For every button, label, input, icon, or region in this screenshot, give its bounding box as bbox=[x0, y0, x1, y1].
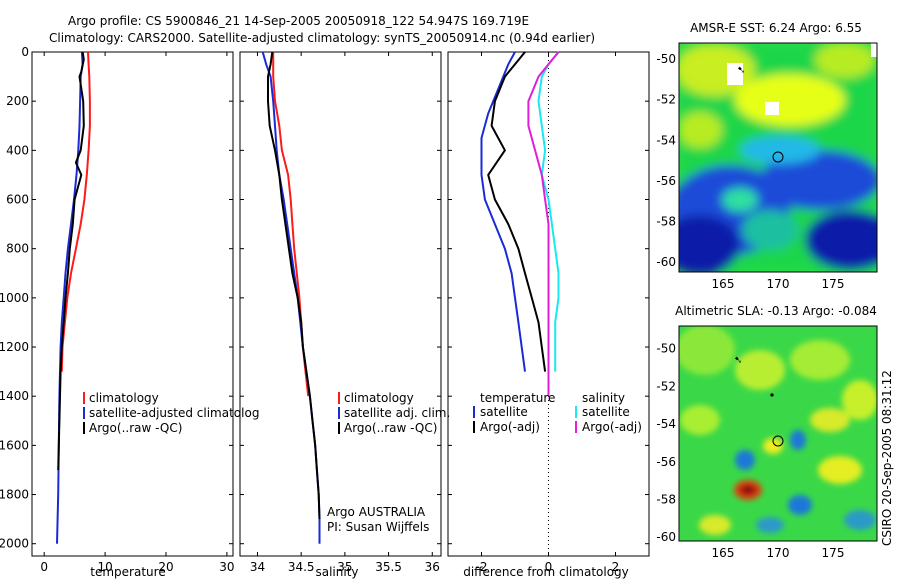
y-tick-label: 1600 bbox=[0, 438, 29, 452]
header-line1: Argo profile: CS 5900846_21 14-Sep-2005 … bbox=[68, 14, 529, 28]
legend-header-temperature: temperature bbox=[480, 391, 555, 405]
sla-dot bbox=[770, 393, 774, 397]
legend-label-temp-satellite: satellite bbox=[480, 405, 528, 419]
map-y-tick-label: -56 bbox=[656, 174, 676, 188]
x-tick-label: 36 bbox=[425, 560, 440, 574]
x-tick-label: 0 bbox=[545, 560, 553, 574]
difference-xlabel: difference from climatology bbox=[463, 565, 629, 579]
sla-map-title: Altimetric SLA: -0.13 Argo: -0.084 bbox=[675, 304, 877, 318]
x-tick-label: -2 bbox=[476, 560, 488, 574]
map-x-tick-label: 170 bbox=[767, 546, 790, 560]
map-y-tick-label: -54 bbox=[656, 133, 676, 147]
y-tick-label: 1400 bbox=[0, 389, 29, 403]
y-tick-label: 600 bbox=[6, 193, 29, 207]
map-y-tick-label: -52 bbox=[656, 379, 676, 393]
map-x-tick-label: 175 bbox=[822, 546, 845, 560]
difference-legend: temperature salinity satellite Argo(-adj… bbox=[473, 391, 642, 434]
temperature-xlabel: temperature bbox=[90, 565, 165, 579]
x-tick-label: 34.5 bbox=[288, 560, 315, 574]
series-line-temperature-satellite bbox=[480, 51, 526, 372]
annotation-pi: PI: Susan Wijffels bbox=[327, 520, 429, 534]
sla-map-image bbox=[679, 326, 877, 541]
salinity-legend: climatology satellite adj. clim. Argo(..… bbox=[327, 391, 450, 534]
x-tick-label: 34 bbox=[250, 560, 265, 574]
x-tick-label: 35 bbox=[337, 560, 352, 574]
legend-label-satellite-adjusted: satellite-adjusted climatolog bbox=[89, 406, 259, 420]
x-tick-label: 35.5 bbox=[375, 560, 402, 574]
map-y-tick-label: -50 bbox=[656, 52, 676, 66]
sst-map-image bbox=[679, 43, 877, 272]
salinity-xlabel: salinity bbox=[315, 565, 358, 579]
sla-argo-marker bbox=[772, 435, 784, 447]
sst-map-title: AMSR-E SST: 6.24 Argo: 6.55 bbox=[690, 21, 862, 35]
y-tick-label: 1200 bbox=[0, 340, 29, 354]
x-tick-label: 2 bbox=[612, 560, 620, 574]
x-tick-label: 10 bbox=[97, 560, 112, 574]
legend-label-argo: Argo(..raw -QC) bbox=[344, 421, 437, 435]
legend-label-argo: Argo(..raw -QC) bbox=[89, 421, 182, 435]
header-line2: Climatology: CARS2000. Satellite-adjuste… bbox=[49, 31, 595, 45]
map-y-tick-label: -60 bbox=[656, 530, 676, 544]
salinity-panel-frame bbox=[239, 51, 442, 557]
map-x-tick-label: 175 bbox=[822, 277, 845, 291]
map-y-tick-label: -58 bbox=[656, 214, 676, 228]
series-line-argo-raw-qc- bbox=[267, 51, 321, 520]
legend-header-salinity: salinity bbox=[582, 391, 625, 405]
temperature-legend: climatology satellite-adjusted climatolo… bbox=[83, 391, 259, 435]
series-line-satellite-adjusted-climatolog bbox=[56, 51, 84, 544]
sla-arrow-glyph: ➷ bbox=[734, 355, 742, 366]
legend-label-satellite: satellite adj. clim. bbox=[344, 406, 450, 420]
y-tick-label: 800 bbox=[6, 242, 29, 256]
series-line-salinity-satellite bbox=[537, 51, 560, 372]
y-tick-label: 1800 bbox=[0, 488, 29, 502]
series-line-salinity-argo-adj- bbox=[527, 51, 560, 397]
sst-map-frame bbox=[678, 42, 878, 273]
y-tick-label: 0 bbox=[21, 45, 29, 59]
series-line-climatology bbox=[60, 51, 91, 372]
legend-label-climatology: climatology bbox=[344, 391, 414, 405]
y-tick-label: 1000 bbox=[0, 291, 29, 305]
map-x-tick-label: 165 bbox=[712, 546, 735, 560]
temperature-panel-frame bbox=[31, 51, 234, 557]
map-x-tick-label: 170 bbox=[767, 277, 790, 291]
x-tick-label: 20 bbox=[158, 560, 173, 574]
y-tick-label: 400 bbox=[6, 143, 29, 157]
map-y-tick-label: -54 bbox=[656, 417, 676, 431]
sst-arrow-glyph: ➷ bbox=[737, 65, 745, 76]
map-x-tick-label: 165 bbox=[712, 277, 735, 291]
sst-argo-marker bbox=[772, 151, 784, 163]
map-y-tick-label: -56 bbox=[656, 455, 676, 469]
map-y-tick-label: -58 bbox=[656, 493, 676, 507]
map-y-tick-label: -52 bbox=[656, 93, 676, 107]
series-line-argo-raw-qc- bbox=[57, 51, 85, 471]
credit-text: CSIRO 20-Sep-2005 08:31:12 bbox=[880, 370, 894, 546]
x-tick-label: 30 bbox=[219, 560, 234, 574]
series-line-temperature-argo-adj- bbox=[487, 51, 547, 372]
sla-map-frame bbox=[678, 325, 878, 542]
x-tick-label: 0 bbox=[40, 560, 48, 574]
legend-label-temp-argo: Argo(-adj) bbox=[480, 420, 540, 434]
legend-label-sal-satellite: satellite bbox=[582, 405, 630, 419]
map-y-tick-label: -50 bbox=[656, 342, 676, 356]
annotation-argo-australia: Argo AUSTRALIA bbox=[327, 505, 426, 519]
y-tick-label: 2000 bbox=[0, 537, 29, 551]
y-tick-label: 200 bbox=[6, 94, 29, 108]
map-y-tick-label: -60 bbox=[656, 255, 676, 269]
legend-label-climatology: climatology bbox=[89, 391, 159, 405]
series-line-satellite-adj-clim- bbox=[261, 51, 321, 544]
legend-label-sal-argo: Argo(-adj) bbox=[582, 420, 642, 434]
